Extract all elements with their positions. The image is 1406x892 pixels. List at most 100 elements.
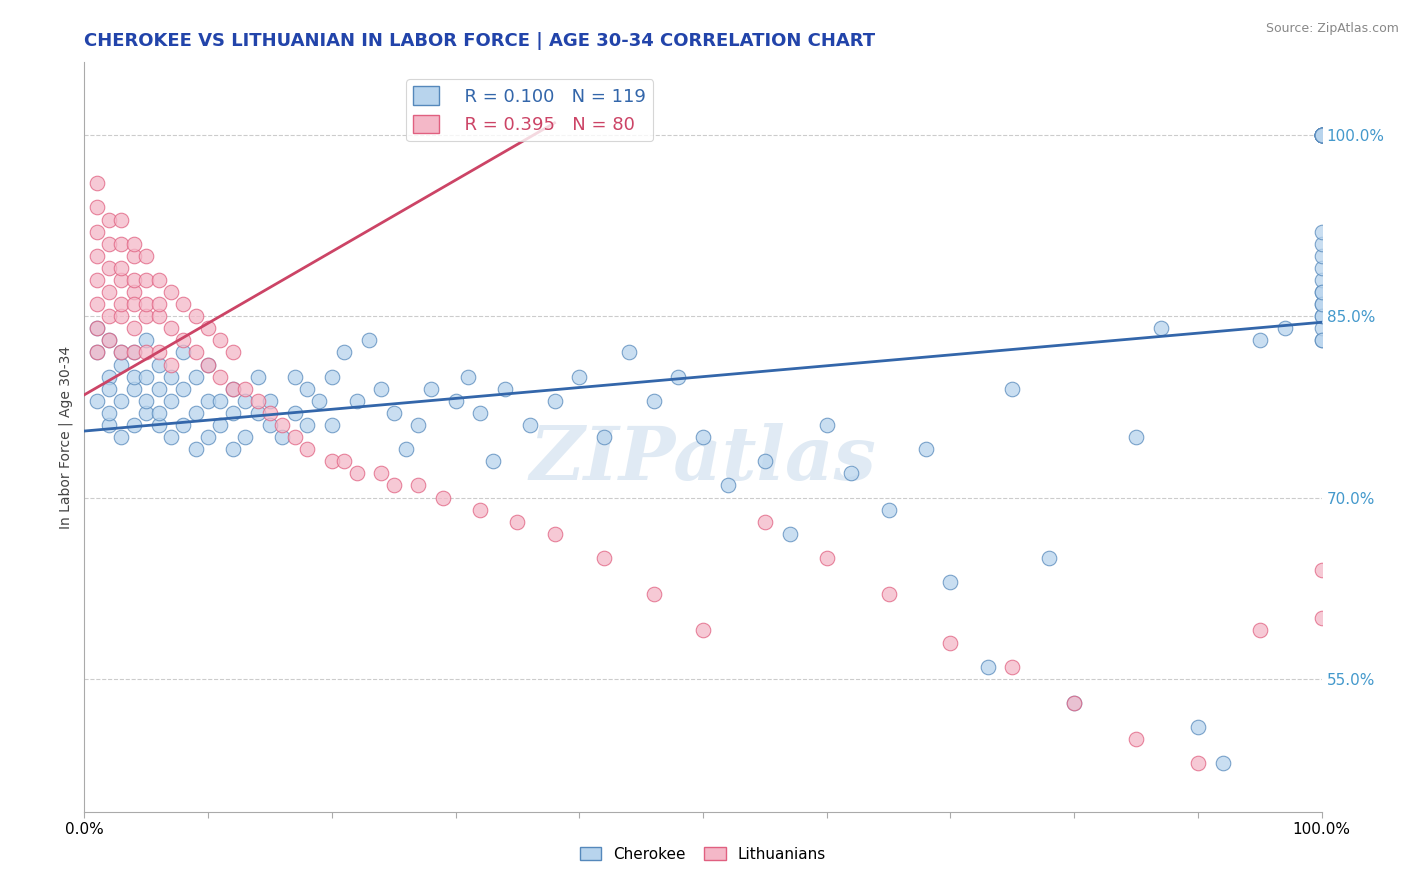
Point	[98, 417, 121, 432]
Point	[222, 345, 245, 359]
Point	[98, 260, 121, 275]
Point	[148, 310, 170, 324]
Point	[110, 393, 132, 408]
Point	[382, 478, 405, 492]
Point	[98, 236, 121, 251]
Point	[1310, 321, 1333, 335]
Point	[1310, 297, 1333, 311]
Point	[98, 334, 121, 348]
Point	[86, 249, 108, 263]
Point	[98, 310, 121, 324]
Point	[209, 369, 232, 384]
Point	[457, 369, 479, 384]
Point	[1310, 334, 1333, 348]
Point	[122, 345, 145, 359]
Point	[184, 310, 207, 324]
Point	[754, 515, 776, 529]
Point	[110, 297, 132, 311]
Point	[1310, 128, 1333, 142]
Point	[1150, 321, 1173, 335]
Point	[1125, 430, 1147, 444]
Point	[543, 526, 565, 541]
Point	[1310, 128, 1333, 142]
Point	[717, 478, 740, 492]
Point	[122, 297, 145, 311]
Point	[122, 249, 145, 263]
Point	[135, 345, 157, 359]
Point	[692, 430, 714, 444]
Point	[284, 369, 307, 384]
Point	[246, 406, 269, 420]
Point	[160, 393, 183, 408]
Point	[86, 393, 108, 408]
Point	[172, 382, 194, 396]
Point	[98, 369, 121, 384]
Point	[209, 393, 232, 408]
Point	[617, 345, 640, 359]
Point	[295, 442, 318, 457]
Point	[86, 201, 108, 215]
Point	[98, 382, 121, 396]
Point	[877, 502, 900, 516]
Text: ZIPatlas: ZIPatlas	[530, 424, 876, 496]
Point	[1187, 720, 1209, 734]
Point	[370, 382, 392, 396]
Point	[815, 550, 838, 565]
Point	[184, 345, 207, 359]
Point	[939, 575, 962, 590]
Point	[122, 285, 145, 299]
Point	[86, 345, 108, 359]
Point	[197, 321, 219, 335]
Point	[470, 502, 492, 516]
Point	[692, 624, 714, 638]
Point	[1310, 611, 1333, 625]
Point	[172, 334, 194, 348]
Text: Source: ZipAtlas.com: Source: ZipAtlas.com	[1265, 22, 1399, 36]
Point	[1310, 128, 1333, 142]
Point	[246, 369, 269, 384]
Point	[122, 382, 145, 396]
Point	[148, 382, 170, 396]
Point	[86, 273, 108, 287]
Point	[135, 334, 157, 348]
Point	[939, 635, 962, 649]
Point	[271, 430, 294, 444]
Point	[122, 345, 145, 359]
Point	[148, 406, 170, 420]
Point	[110, 345, 132, 359]
Point	[98, 334, 121, 348]
Point	[122, 273, 145, 287]
Point	[333, 345, 356, 359]
Point	[321, 417, 343, 432]
Point	[135, 406, 157, 420]
Point	[1310, 297, 1333, 311]
Point	[148, 358, 170, 372]
Point	[295, 382, 318, 396]
Legend: Cherokee, Lithuanians: Cherokee, Lithuanians	[574, 840, 832, 868]
Point	[1187, 756, 1209, 771]
Point	[148, 345, 170, 359]
Point	[754, 454, 776, 468]
Point	[172, 345, 194, 359]
Point	[135, 249, 157, 263]
Point	[1310, 563, 1333, 577]
Point	[643, 587, 665, 601]
Point	[86, 345, 108, 359]
Point	[877, 587, 900, 601]
Point	[110, 273, 132, 287]
Point	[1310, 128, 1333, 142]
Point	[321, 454, 343, 468]
Point	[432, 491, 454, 505]
Point	[259, 406, 281, 420]
Point	[1249, 624, 1271, 638]
Point	[271, 417, 294, 432]
Point	[222, 382, 245, 396]
Point	[160, 369, 183, 384]
Point	[1310, 334, 1333, 348]
Point	[815, 417, 838, 432]
Point	[1310, 285, 1333, 299]
Point	[172, 297, 194, 311]
Point	[408, 417, 430, 432]
Point	[841, 467, 863, 481]
Point	[976, 659, 998, 673]
